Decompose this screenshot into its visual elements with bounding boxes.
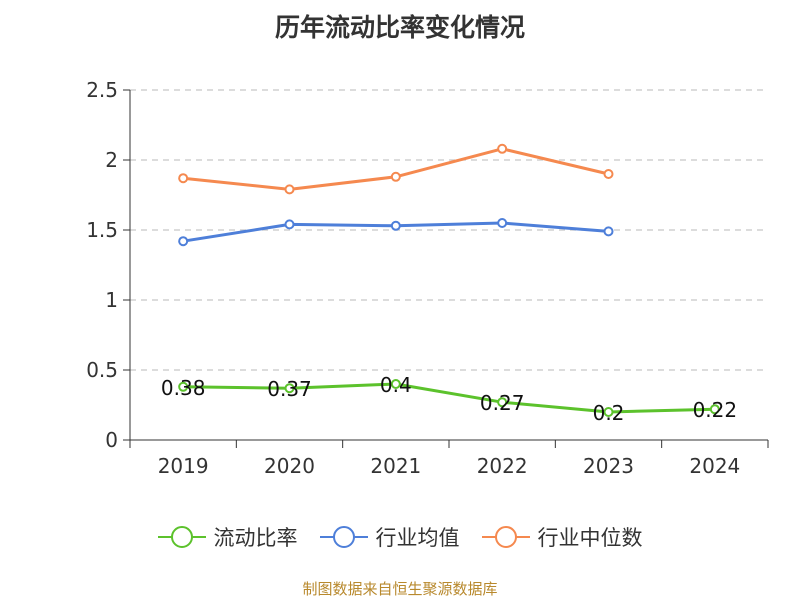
data-point <box>390 220 401 231</box>
chart-title: 历年流动比率变化情况 <box>274 13 525 42</box>
data-label: 0.27 <box>480 391 525 415</box>
data-point <box>709 404 720 415</box>
legend-item[interactable]: 行业均值 <box>319 522 460 552</box>
data-point <box>178 381 189 392</box>
data-label: 0.38 <box>161 376 206 400</box>
data-label: 0.22 <box>693 398 738 422</box>
legend-marker-icon <box>157 525 206 549</box>
legend-label: 流动比率 <box>213 526 298 550</box>
y-tick-label: 1.5 <box>86 218 118 242</box>
source-note: 制图数据来自恒生聚源数据库 <box>302 580 498 598</box>
x-tick-label: 2022 <box>477 454 528 478</box>
data-point <box>603 169 614 179</box>
data-point <box>284 219 295 230</box>
data-label: 0.2 <box>593 401 625 425</box>
data-point <box>178 173 189 184</box>
data-point <box>178 236 189 247</box>
series-line <box>183 147 609 191</box>
data-point <box>603 226 614 237</box>
data-point <box>603 407 614 417</box>
data-point <box>497 397 508 408</box>
legend-marker-icon <box>319 525 368 549</box>
legend-item[interactable]: 流动比率 <box>157 522 298 552</box>
legend: 流动比率 行业均值 行业中位数 <box>0 520 800 554</box>
y-tick-label: 2.5 <box>86 78 118 102</box>
y-tick-label: 1 <box>105 288 118 312</box>
data-point <box>390 171 401 182</box>
legend-marker-icon <box>481 525 530 549</box>
data-point <box>284 383 295 394</box>
x-tick-label: 2024 <box>689 454 740 478</box>
y-tick-label: 0.5 <box>86 358 118 382</box>
data-label: 0.37 <box>267 377 312 401</box>
x-tick-label: 2020 <box>264 454 315 478</box>
data-point <box>497 143 508 154</box>
y-tick-label: 0 <box>105 428 118 452</box>
x-tick-label: 2021 <box>370 454 421 478</box>
legend-label: 行业均值 <box>375 526 460 550</box>
series-line <box>183 382 715 414</box>
data-point <box>497 218 508 228</box>
x-tick-label: 2019 <box>158 454 209 478</box>
data-point <box>284 184 295 195</box>
x-tick-label: 2023 <box>583 454 634 478</box>
y-tick-label: 2 <box>105 148 118 172</box>
data-point <box>390 379 401 389</box>
data-label: 0.4 <box>380 373 412 397</box>
legend-item[interactable]: 行业中位数 <box>481 522 643 552</box>
legend-label: 行业中位数 <box>537 526 643 550</box>
